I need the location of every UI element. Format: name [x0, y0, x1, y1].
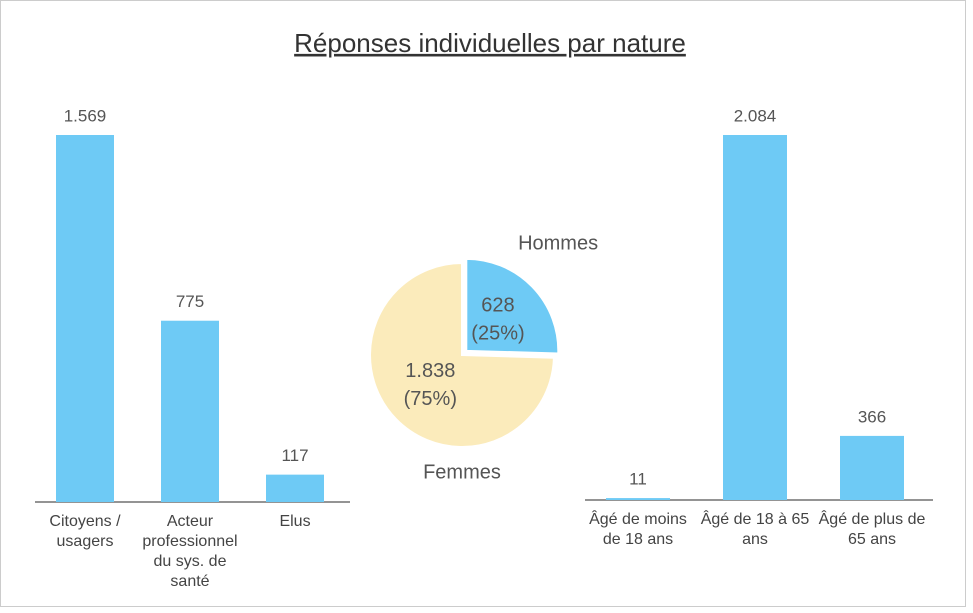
x-tick-label: Âgé de plus de 65 ans	[818, 511, 926, 548]
value-label: (75%)	[404, 388, 457, 410]
legend-label: Femmes	[423, 461, 501, 483]
bar	[161, 320, 219, 502]
x-tick-label: Âgé de 18 à 65 ans	[700, 511, 810, 548]
value-label: 2.084	[734, 106, 777, 125]
pie-slice	[369, 261, 555, 448]
x-tick-label: Elus	[279, 513, 311, 530]
value-label: (25%)	[471, 322, 524, 344]
value-label: 11	[629, 470, 647, 489]
bar	[723, 135, 787, 500]
bar	[266, 474, 324, 502]
chart-title: Réponses individuelles par nature	[294, 28, 686, 58]
legend-label: Hommes	[518, 232, 598, 254]
bar	[606, 498, 670, 500]
value-label: 366	[858, 407, 886, 426]
value-label: 1.838	[405, 360, 455, 382]
value-label: 1.569	[64, 106, 107, 125]
bar	[840, 435, 904, 500]
value-label: 628	[481, 294, 514, 316]
bar	[56, 135, 114, 502]
x-tick-label: Âgé de moins de 18 ans	[589, 511, 687, 548]
x-tick-label: Citoyens / usagers	[49, 513, 121, 550]
value-label: 775	[176, 292, 204, 311]
pie-slice	[465, 257, 560, 355]
value-label: 117	[281, 446, 308, 465]
x-tick-label: Acteur professionnel du sys. de santé	[142, 513, 238, 590]
